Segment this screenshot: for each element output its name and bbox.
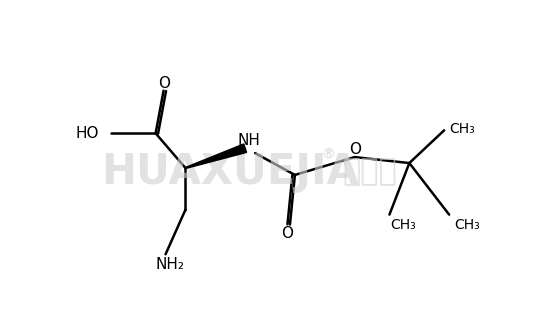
Text: HUAXUEJIA: HUAXUEJIA [101,151,359,193]
Polygon shape [185,144,246,168]
Text: O: O [350,142,361,157]
Text: O: O [158,76,171,91]
Text: HO: HO [76,126,99,141]
Text: NH: NH [238,133,261,148]
Text: CH₃: CH₃ [454,217,480,232]
Text: NH₂: NH₂ [155,257,184,272]
Text: 化学加: 化学加 [342,158,397,186]
Text: CH₃: CH₃ [390,217,416,232]
Text: CH₃: CH₃ [449,122,475,136]
Text: O: O [281,226,293,241]
Text: ®: ® [321,148,335,162]
